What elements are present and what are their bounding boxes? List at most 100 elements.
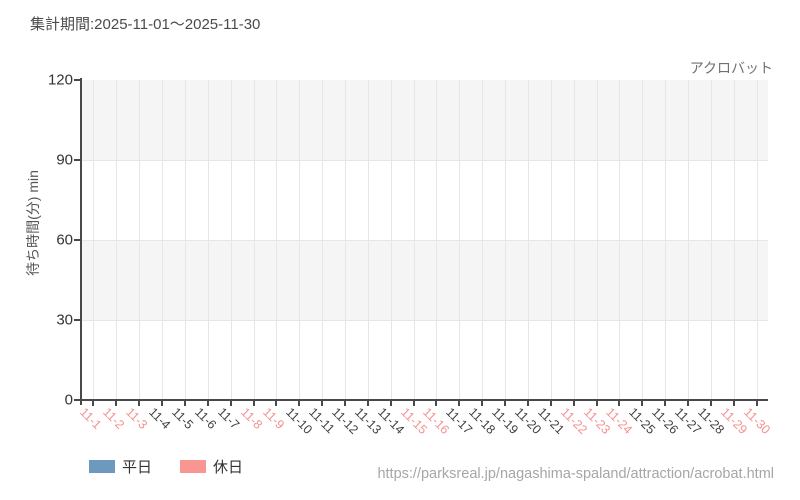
x-tick-mark — [161, 401, 164, 406]
legend-item: 休日 — [180, 456, 243, 477]
x-tick-mark — [183, 401, 186, 406]
x-gridline — [482, 80, 484, 400]
x-gridline — [436, 80, 438, 400]
x-tick-mark — [549, 401, 552, 406]
x-gridline — [505, 80, 507, 400]
aggregation-period-title: 集計期間:2025-11-01〜2025-11-30 — [30, 16, 261, 33]
y-tick-mark — [74, 79, 81, 81]
x-axis-label: 11-2 — [100, 405, 128, 432]
x-gridline — [459, 80, 461, 400]
x-tick-mark — [229, 401, 232, 406]
x-gridline — [367, 80, 369, 400]
x-gridline — [139, 80, 141, 400]
x-axis-label: 11-7 — [214, 405, 242, 432]
x-gridline — [230, 80, 232, 400]
x-tick-mark — [252, 401, 255, 406]
x-tick-mark — [366, 401, 369, 406]
x-tick-mark — [321, 401, 324, 406]
x-axis-label: 11-5 — [168, 405, 196, 432]
y-axis-tick-label: 120 — [47, 71, 73, 89]
x-axis-label: 11-1 — [77, 405, 105, 432]
x-gridline — [710, 80, 712, 400]
x-tick-mark — [206, 401, 209, 406]
y-gridline — [82, 320, 768, 321]
y-tick-mark — [74, 239, 81, 241]
x-axis-label: 11-3 — [123, 405, 151, 432]
x-gridline — [573, 80, 575, 400]
plot-band — [82, 80, 768, 160]
x-tick-mark — [755, 401, 758, 406]
x-gridline — [162, 80, 164, 400]
x-tick-mark — [641, 401, 644, 406]
x-tick-mark — [458, 401, 461, 406]
x-tick-mark — [732, 401, 735, 406]
x-tick-mark — [664, 401, 667, 406]
x-tick-mark — [298, 401, 301, 406]
y-axis-title: 待ち時間(分) min — [25, 170, 41, 276]
y-axis-tick-label: 90 — [56, 151, 73, 169]
legend-label: 平日 — [122, 459, 153, 476]
y-tick-mark — [74, 159, 81, 161]
x-tick-mark — [343, 401, 346, 406]
x-axis-label: 11-9 — [260, 405, 288, 432]
y-gridline — [82, 160, 768, 161]
y-axis-tick-label: 30 — [56, 311, 73, 329]
x-gridline — [687, 80, 689, 400]
x-gridline — [642, 80, 644, 400]
y-tick-mark — [74, 319, 81, 321]
legend-item: 平日 — [89, 456, 152, 477]
legend: 平日 休日 — [89, 456, 243, 477]
x-gridline — [527, 80, 529, 400]
x-axis-label: 11-4 — [146, 405, 174, 432]
legend-label: 休日 — [213, 459, 244, 476]
x-gridline — [619, 80, 621, 400]
x-gridline — [207, 80, 209, 400]
plot-area — [82, 80, 768, 400]
x-tick-mark — [138, 401, 141, 406]
x-gridline — [184, 80, 186, 400]
plot-band — [82, 240, 768, 320]
x-gridline — [299, 80, 301, 400]
x-gridline — [253, 80, 255, 400]
x-gridline — [596, 80, 598, 400]
x-tick-mark — [435, 401, 438, 406]
legend-swatch — [89, 460, 115, 473]
x-tick-mark — [275, 401, 278, 406]
x-tick-mark — [412, 401, 415, 406]
x-gridline — [733, 80, 735, 400]
x-gridline — [756, 80, 758, 400]
y-axis-line — [80, 78, 82, 405]
x-gridline — [550, 80, 552, 400]
x-gridline — [413, 80, 415, 400]
x-tick-mark — [686, 401, 689, 406]
x-gridline — [93, 80, 95, 400]
x-tick-mark — [526, 401, 529, 406]
x-tick-mark — [115, 401, 118, 406]
x-tick-mark — [595, 401, 598, 406]
x-tick-mark — [709, 401, 712, 406]
x-tick-mark — [92, 401, 95, 406]
attraction-name-label: アクロバット — [689, 60, 773, 76]
y-gridline — [82, 240, 768, 241]
x-gridline — [390, 80, 392, 400]
x-gridline — [322, 80, 324, 400]
legend-swatch — [180, 460, 207, 473]
x-tick-mark — [618, 401, 621, 406]
y-axis-tick-label: 60 — [56, 231, 73, 249]
x-gridline — [665, 80, 667, 400]
y-axis-tick-label: 0 — [64, 391, 73, 409]
x-gridline — [276, 80, 278, 400]
x-tick-mark — [504, 401, 507, 406]
y-tick-mark — [74, 399, 81, 401]
x-gridline — [344, 80, 346, 400]
x-tick-mark — [481, 401, 484, 406]
x-axis-line — [80, 399, 768, 401]
x-axis-label: 11-30 — [740, 405, 773, 437]
x-tick-mark — [389, 401, 392, 406]
x-tick-mark — [572, 401, 575, 406]
x-gridline — [116, 80, 118, 400]
x-axis-label: 11-6 — [191, 405, 219, 432]
source-url: https://parksreal.jp/nagashima-spaland/a… — [377, 466, 774, 482]
x-axis-label: 11-8 — [237, 405, 265, 432]
